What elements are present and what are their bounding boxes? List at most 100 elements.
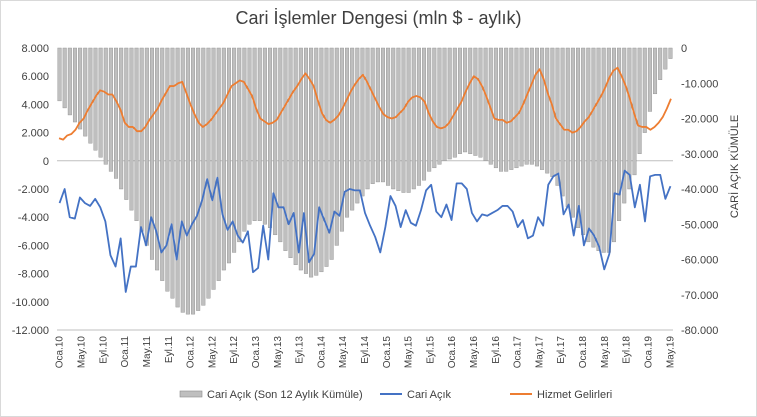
series-line-hizmet-gelirleri: [58, 66, 672, 141]
cumulative-bar: [134, 47, 139, 221]
cumulative-bar: [653, 47, 658, 95]
x-tick-label: Eyl.11: [164, 336, 175, 363]
cumulative-bar: [411, 47, 416, 190]
cumulative-bar: [283, 47, 288, 251]
cumulative-bar: [262, 47, 267, 225]
left-tick-label: 6.000: [21, 71, 49, 83]
cumulative-bar: [499, 47, 504, 172]
cumulative-bar: [432, 47, 437, 169]
x-tick-label: Oca.11: [120, 336, 131, 368]
x-tick-label: Eyl.12: [229, 336, 240, 364]
plot-area: [57, 48, 673, 330]
cumulative-bar: [355, 47, 360, 204]
cumulative-bar: [576, 47, 581, 228]
cumulative-bar: [350, 47, 355, 211]
cumulative-bar: [658, 47, 663, 80]
gridlines: [57, 48, 673, 330]
legend-swatch-bar: [179, 390, 203, 398]
cumulative-bar: [129, 47, 134, 211]
x-tick-label: Oca.14: [316, 336, 327, 369]
chart-title: Cari İşlemler Dengesi (mln $ - aylık): [235, 8, 522, 28]
cumulative-bar: [314, 47, 319, 276]
x-tick-label: May.13: [273, 336, 284, 368]
right-tick-label: -50.000: [681, 219, 718, 231]
cumulative-bar: [596, 47, 601, 251]
cumulative-bar: [473, 47, 478, 156]
cumulative-bar: [180, 47, 185, 313]
cumulative-bar: [463, 47, 468, 153]
right-tick-label: -80.000: [681, 325, 718, 337]
x-tick-label: Eyl.17: [556, 336, 567, 364]
x-tick-label: May.17: [534, 336, 545, 368]
cumulative-bar: [324, 47, 329, 267]
x-tick-label: May.11: [142, 336, 153, 368]
cumulative-bar: [452, 47, 457, 158]
cumulative-bar: [627, 47, 632, 190]
left-tick-label: -2.000: [18, 184, 49, 196]
cumulative-bar: [396, 47, 401, 191]
cumulative-bar: [437, 47, 442, 165]
cumulative-bar: [524, 47, 529, 165]
cumulative-bar: [139, 47, 144, 232]
series-line-cari-acik: [58, 169, 672, 293]
cumulative-bar: [67, 47, 72, 116]
cumulative-bar: [98, 47, 103, 158]
x-tick-label: Eyl.15: [425, 336, 436, 364]
cumulative-bar: [560, 47, 565, 197]
cumulative-bar: [119, 47, 124, 190]
cumulative-bar: [216, 47, 221, 281]
right-tick-label: -70.000: [681, 290, 718, 302]
legend-label: Cari Açık (Son 12 Aylık Kümüle): [207, 389, 363, 401]
cumulative-bar: [468, 47, 473, 154]
cumulative-bar: [668, 47, 673, 59]
cumulative-bar: [175, 47, 180, 308]
cumulative-bar: [447, 47, 452, 160]
cumulative-bar: [540, 47, 545, 170]
cumulative-bar: [622, 47, 627, 204]
right-tick-label: -40.000: [681, 184, 718, 196]
x-tick-label: Oca.18: [578, 336, 589, 369]
cumulative-bar: [329, 47, 334, 260]
cumulative-bar: [268, 47, 273, 228]
cumulative-bar: [108, 47, 113, 172]
x-tick-label: Eyl.13: [295, 336, 306, 364]
cumulative-bar: [360, 47, 365, 197]
cumulative-bar: [504, 47, 509, 172]
cumulative-bar: [62, 47, 67, 109]
left-tick-label: 8.000: [21, 43, 49, 55]
x-tick-label: Oca.10: [55, 336, 66, 369]
cumulative-bar: [478, 47, 483, 158]
cumulative-bar: [288, 47, 293, 258]
right-axis-title: CARİ AÇIK KÜMÜLE: [728, 115, 741, 218]
cumulative-bar: [144, 47, 149, 246]
cumulative-bar: [221, 47, 226, 271]
cumulative-bar: [339, 47, 344, 232]
x-tick-label: Eyl.14: [360, 336, 371, 364]
cumulative-bar: [242, 47, 247, 232]
x-tick-label: Eyl.18: [622, 336, 633, 364]
cumulative-bar: [185, 47, 190, 315]
left-tick-label: 2.000: [21, 128, 49, 140]
cumulative-bar: [565, 47, 570, 207]
x-tick-label: Oca.16: [447, 336, 458, 369]
x-tick-label: May.15: [404, 336, 415, 368]
cumulative-bar: [416, 47, 421, 186]
cumulative-bar: [529, 47, 534, 165]
cumulative-bar: [637, 47, 642, 154]
cumulative-bar: [78, 47, 83, 130]
x-tick-label: Oca.12: [186, 336, 197, 369]
cumulative-bar: [586, 47, 591, 243]
cumulative-bar: [83, 47, 88, 137]
cumulative-bar: [88, 47, 93, 144]
right-tick-label: 0: [681, 43, 687, 55]
cumulative-bar: [375, 47, 380, 183]
cumulative-bar: [273, 47, 278, 236]
cumulative-bar: [232, 47, 237, 253]
cumulative-bar: [334, 47, 339, 246]
axes: 8.000 6.000 4.000 2.000 0 -2.000 -4.000 -6.000 -…: [12, 43, 719, 368]
right-tick-label: -10.000: [681, 78, 718, 90]
cumulative-bar: [303, 47, 308, 274]
line-series: [58, 66, 672, 293]
cumulative-bar: [252, 47, 257, 221]
